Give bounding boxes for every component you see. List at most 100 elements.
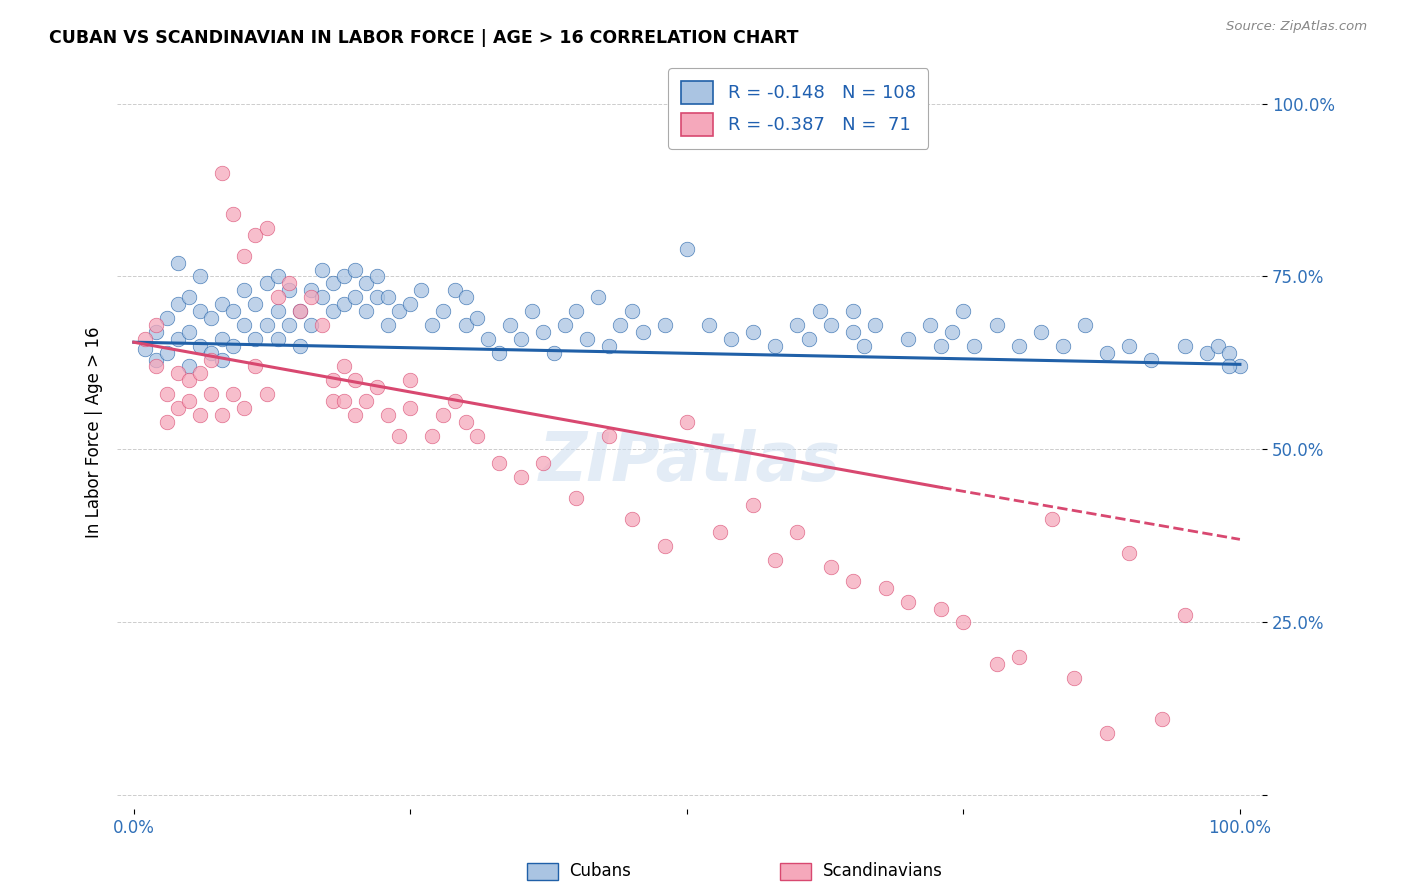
Point [986,657,1008,671]
Point [222,387,245,401]
Point [620,304,643,318]
Point [1074,318,1097,332]
Point [333,359,356,374]
Point [742,325,765,339]
Point [631,325,654,339]
Point [233,249,256,263]
Point [443,394,465,409]
Point [565,491,588,505]
Point [288,304,311,318]
Point [709,525,731,540]
Point [1218,359,1240,374]
Point [588,290,610,304]
Point [366,380,388,394]
Point [786,318,808,332]
Point [233,401,256,415]
Point [222,207,245,221]
Point [1174,339,1197,353]
Point [842,574,865,588]
Point [156,415,179,429]
Point [654,539,676,553]
Point [211,166,233,180]
Point [454,415,477,429]
Point [920,318,942,332]
Point [399,297,422,311]
Point [820,560,842,574]
Point [676,242,699,256]
Point [167,401,190,415]
Point [177,290,200,304]
Point [177,394,200,409]
Point [477,332,499,346]
Point [322,394,344,409]
Point [697,318,720,332]
Point [188,367,211,381]
Point [1152,712,1174,726]
Point [177,373,200,387]
Point [256,318,278,332]
Point [266,304,288,318]
Point [763,339,786,353]
Point [1118,339,1140,353]
Point [299,283,322,297]
Point [156,387,179,401]
Text: ZIPatlas: ZIPatlas [538,429,841,495]
Point [598,339,620,353]
Point [1008,649,1031,664]
Point [266,290,288,304]
Point [1095,345,1118,359]
Point [322,373,344,387]
Point [256,221,278,235]
Point [422,428,444,442]
Point [311,290,333,304]
Point [676,415,699,429]
Point [211,352,233,367]
Point [333,297,356,311]
Point [200,387,222,401]
Point [156,345,179,359]
Point [720,332,742,346]
Point [808,304,831,318]
Point [211,332,233,346]
Point [565,304,588,318]
Point [399,401,422,415]
Point [188,339,211,353]
Point [134,332,156,346]
Point [156,311,179,326]
Point [145,325,167,339]
Point [820,318,842,332]
Point [1218,345,1240,359]
Point [200,345,222,359]
Point [377,318,399,332]
Point [422,318,444,332]
Point [543,345,565,359]
Point [188,304,211,318]
Text: CUBAN VS SCANDINAVIAN IN LABOR FORCE | AGE > 16 CORRELATION CHART: CUBAN VS SCANDINAVIAN IN LABOR FORCE | A… [49,29,799,46]
Point [465,311,488,326]
Point [145,359,167,374]
Point [177,325,200,339]
Point [288,339,311,353]
Text: Source: ZipAtlas.com: Source: ZipAtlas.com [1226,20,1367,33]
Point [1029,325,1052,339]
Point [863,318,886,332]
Point [842,325,865,339]
Point [1206,339,1229,353]
Point [654,318,676,332]
Point [245,227,267,242]
Point [1229,359,1251,374]
Point [454,290,477,304]
Point [520,304,543,318]
Point [266,269,288,284]
Point [1052,339,1074,353]
Point [233,283,256,297]
Point [311,262,333,277]
Point [399,373,422,387]
Point [288,304,311,318]
Point [277,283,299,297]
Point [134,342,156,356]
Point [333,269,356,284]
Point [411,283,433,297]
Point [343,408,366,422]
Legend: R = -0.148   N = 108, R = -0.387   N =  71: R = -0.148 N = 108, R = -0.387 N = 71 [668,68,928,149]
